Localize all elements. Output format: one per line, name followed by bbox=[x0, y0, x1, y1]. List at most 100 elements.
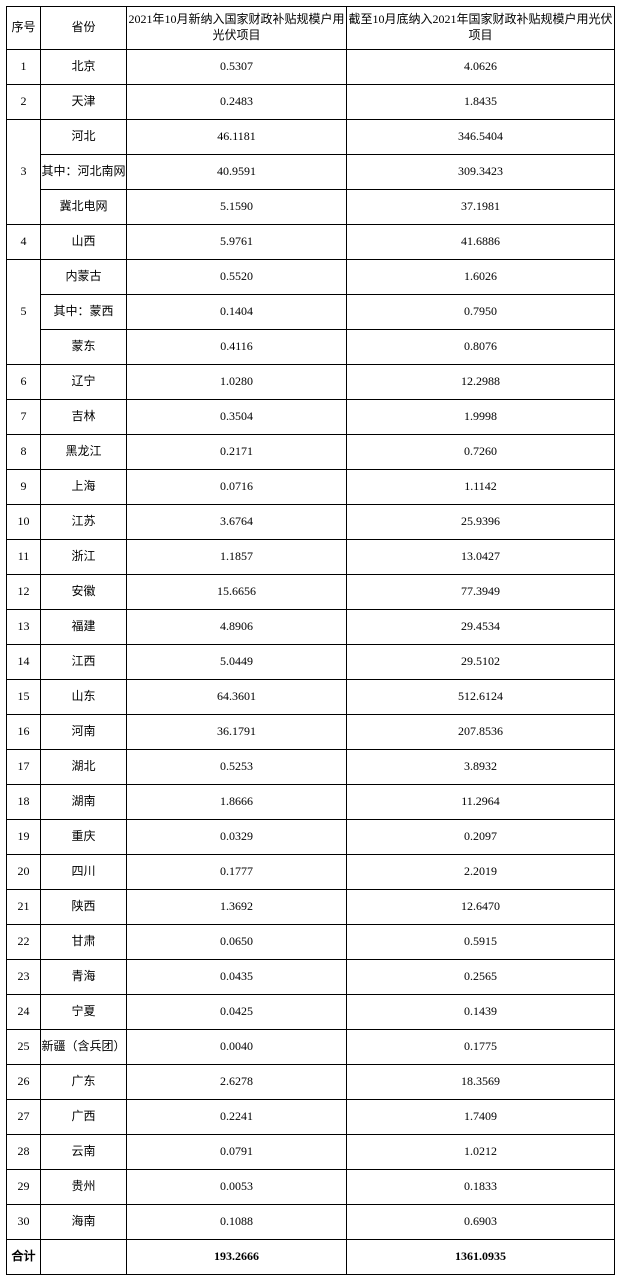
cell-oct: 2.6278 bbox=[127, 1065, 347, 1100]
cell-oct: 0.1777 bbox=[127, 855, 347, 890]
cell-seq: 17 bbox=[7, 750, 41, 785]
cell-oct: 0.2241 bbox=[127, 1100, 347, 1135]
cell-province: 辽宁 bbox=[41, 365, 127, 400]
cell-province: 吉林 bbox=[41, 400, 127, 435]
cell-oct: 36.1791 bbox=[127, 715, 347, 750]
cell-seq: 5 bbox=[7, 260, 41, 365]
cell-seq: 20 bbox=[7, 855, 41, 890]
cell-cum: 0.1439 bbox=[347, 995, 615, 1030]
cell-seq: 16 bbox=[7, 715, 41, 750]
total-row: 合计193.26661361.0935 bbox=[7, 1240, 615, 1275]
cell-oct: 40.9591 bbox=[127, 155, 347, 190]
cell-cum: 41.6886 bbox=[347, 225, 615, 260]
cell-oct: 1.1857 bbox=[127, 540, 347, 575]
cell-cum: 2.2019 bbox=[347, 855, 615, 890]
cell-seq: 18 bbox=[7, 785, 41, 820]
cell-province: 贵州 bbox=[41, 1170, 127, 1205]
cell-cum: 1.8435 bbox=[347, 85, 615, 120]
header-row: 序号 省份 2021年10月新纳入国家财政补贴规模户用光伏项目 截至10月底纳入… bbox=[7, 7, 615, 50]
subsidy-table: 序号 省份 2021年10月新纳入国家财政补贴规模户用光伏项目 截至10月底纳入… bbox=[6, 6, 615, 1275]
col-cum: 截至10月底纳入2021年国家财政补贴规模户用光伏项目 bbox=[347, 7, 615, 50]
cell-province: 青海 bbox=[41, 960, 127, 995]
cell-total-blank bbox=[41, 1240, 127, 1275]
cell-province: 湖南 bbox=[41, 785, 127, 820]
cell-oct: 3.6764 bbox=[127, 505, 347, 540]
cell-oct: 0.1404 bbox=[127, 295, 347, 330]
cell-seq: 28 bbox=[7, 1135, 41, 1170]
cell-cum: 25.9396 bbox=[347, 505, 615, 540]
cell-province: 上海 bbox=[41, 470, 127, 505]
table-row: 12安徽15.665677.3949 bbox=[7, 575, 615, 610]
cell-oct: 4.8906 bbox=[127, 610, 347, 645]
cell-province: 陕西 bbox=[41, 890, 127, 925]
table-row: 10江苏3.676425.9396 bbox=[7, 505, 615, 540]
cell-seq: 30 bbox=[7, 1205, 41, 1240]
cell-province: 新疆（含兵团） bbox=[41, 1030, 127, 1065]
cell-oct: 0.3504 bbox=[127, 400, 347, 435]
cell-seq: 27 bbox=[7, 1100, 41, 1135]
cell-province: 湖北 bbox=[41, 750, 127, 785]
cell-cum: 4.0626 bbox=[347, 50, 615, 85]
cell-province: 广东 bbox=[41, 1065, 127, 1100]
cell-cum: 0.7260 bbox=[347, 435, 615, 470]
cell-cum: 0.8076 bbox=[347, 330, 615, 365]
col-oct: 2021年10月新纳入国家财政补贴规模户用光伏项目 bbox=[127, 7, 347, 50]
cell-province: 天津 bbox=[41, 85, 127, 120]
cell-province: 广西 bbox=[41, 1100, 127, 1135]
cell-cum: 512.6124 bbox=[347, 680, 615, 715]
cell-cum: 1.9998 bbox=[347, 400, 615, 435]
cell-province: 浙江 bbox=[41, 540, 127, 575]
cell-seq: 11 bbox=[7, 540, 41, 575]
cell-cum: 309.3423 bbox=[347, 155, 615, 190]
cell-seq: 29 bbox=[7, 1170, 41, 1205]
cell-cum: 0.1833 bbox=[347, 1170, 615, 1205]
cell-cum: 29.4534 bbox=[347, 610, 615, 645]
cell-province: 河南 bbox=[41, 715, 127, 750]
cell-cum: 11.2964 bbox=[347, 785, 615, 820]
table-row: 22甘肃0.06500.5915 bbox=[7, 925, 615, 960]
col-province: 省份 bbox=[41, 7, 127, 50]
cell-oct: 1.0280 bbox=[127, 365, 347, 400]
table-row: 11浙江1.185713.0427 bbox=[7, 540, 615, 575]
cell-province: 重庆 bbox=[41, 820, 127, 855]
cell-province: 黑龙江 bbox=[41, 435, 127, 470]
cell-oct: 0.0425 bbox=[127, 995, 347, 1030]
cell-oct: 64.3601 bbox=[127, 680, 347, 715]
table-row: 25新疆（含兵团）0.00400.1775 bbox=[7, 1030, 615, 1065]
table-row: 27广西0.22411.7409 bbox=[7, 1100, 615, 1135]
table-row: 5内蒙古0.55201.6026 bbox=[7, 260, 615, 295]
table-row: 17湖北0.52533.8932 bbox=[7, 750, 615, 785]
cell-oct: 5.9761 bbox=[127, 225, 347, 260]
cell-cum: 0.2097 bbox=[347, 820, 615, 855]
cell-cum: 0.2565 bbox=[347, 960, 615, 995]
cell-cum: 0.1775 bbox=[347, 1030, 615, 1065]
col-seq: 序号 bbox=[7, 7, 41, 50]
cell-province: 海南 bbox=[41, 1205, 127, 1240]
cell-seq: 7 bbox=[7, 400, 41, 435]
cell-oct: 0.5520 bbox=[127, 260, 347, 295]
table-row: 7吉林0.35041.9998 bbox=[7, 400, 615, 435]
cell-seq: 4 bbox=[7, 225, 41, 260]
cell-oct: 0.2171 bbox=[127, 435, 347, 470]
table-row: 冀北电网5.159037.1981 bbox=[7, 190, 615, 225]
cell-seq: 14 bbox=[7, 645, 41, 680]
cell-oct: 5.1590 bbox=[127, 190, 347, 225]
cell-oct: 0.0053 bbox=[127, 1170, 347, 1205]
table-row: 4山西5.976141.6886 bbox=[7, 225, 615, 260]
cell-oct: 1.8666 bbox=[127, 785, 347, 820]
cell-seq: 26 bbox=[7, 1065, 41, 1100]
cell-oct: 0.5253 bbox=[127, 750, 347, 785]
cell-province: 江西 bbox=[41, 645, 127, 680]
cell-oct: 15.6656 bbox=[127, 575, 347, 610]
cell-province: 山西 bbox=[41, 225, 127, 260]
table-row: 6辽宁1.028012.2988 bbox=[7, 365, 615, 400]
cell-cum: 18.3569 bbox=[347, 1065, 615, 1100]
cell-oct: 0.0650 bbox=[127, 925, 347, 960]
cell-oct: 0.0435 bbox=[127, 960, 347, 995]
cell-province: 冀北电网 bbox=[41, 190, 127, 225]
cell-cum: 346.5404 bbox=[347, 120, 615, 155]
cell-province: 山东 bbox=[41, 680, 127, 715]
cell-total-oct: 193.2666 bbox=[127, 1240, 347, 1275]
cell-cum: 3.8932 bbox=[347, 750, 615, 785]
table-row: 蒙东0.41160.8076 bbox=[7, 330, 615, 365]
